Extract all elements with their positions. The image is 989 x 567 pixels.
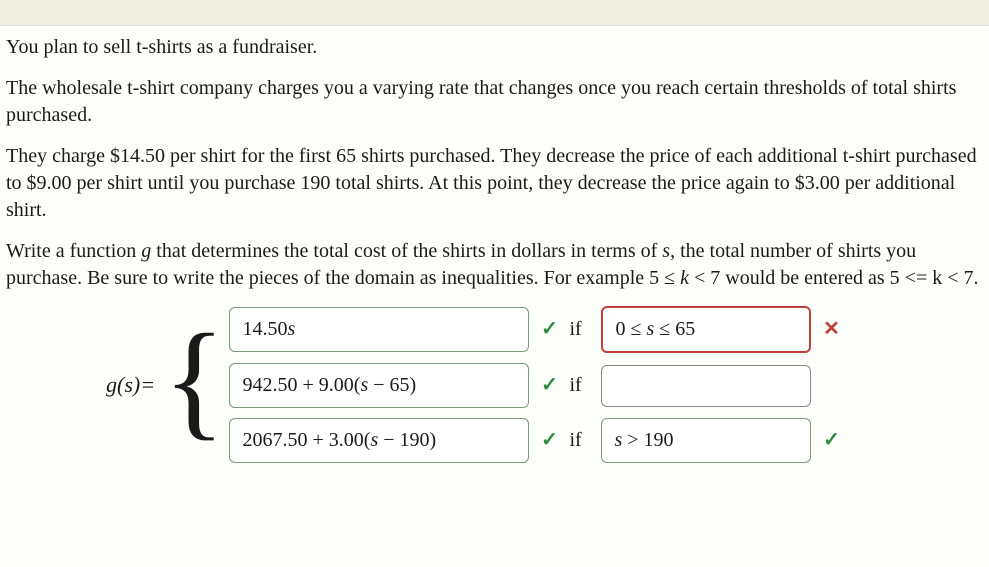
piece-row: 2067.50 + 3.00(s − 190) ✓ if s > 190 ✓	[229, 418, 841, 463]
p4-var-g: g	[141, 240, 151, 262]
paragraph-1: You plan to sell t-shirts as a fundraise…	[6, 34, 983, 61]
if-label: if	[569, 316, 591, 343]
piece-row: 942.50 + 9.00(s − 65) ✓ if	[229, 363, 841, 408]
cond-text: 0 ≤ s ≤ 65	[615, 316, 695, 343]
paragraph-4: Write a function g that determines the t…	[6, 238, 983, 292]
check-icon: ✓	[539, 372, 559, 399]
expr-text: 942.50 + 9.00(s − 65)	[242, 372, 416, 399]
expr-input[interactable]: 942.50 + 9.00(s − 65)	[229, 363, 529, 408]
pieces-container: 14.50s ✓ if 0 ≤ s ≤ 65 ✕ 942.50 + 9.00(s…	[229, 306, 841, 463]
problem-content: You plan to sell t-shirts as a fundraise…	[0, 26, 989, 463]
lhs-g: g	[106, 370, 117, 400]
if-label: if	[569, 427, 591, 454]
lhs-s: s	[124, 370, 133, 400]
cond-input[interactable]: s > 190	[601, 418, 811, 463]
check-icon: ✓	[821, 427, 841, 454]
piece-row: 14.50s ✓ if 0 ≤ s ≤ 65 ✕	[229, 306, 841, 353]
paragraph-3: They charge $14.50 per shirt for the fir…	[6, 143, 983, 224]
cond-text: s > 190	[614, 427, 673, 454]
cond-input[interactable]: 0 ≤ s ≤ 65	[601, 306, 811, 353]
p4-var-k: k	[680, 267, 689, 289]
expr-text: 2067.50 + 3.00(s − 190)	[242, 427, 436, 454]
expr-text: 14.50s	[242, 316, 295, 343]
cond-input[interactable]	[601, 365, 811, 407]
function-definition: g(s) = { 14.50s ✓ if 0 ≤ s ≤ 65 ✕ 942.50…	[6, 306, 983, 463]
brace-icon: {	[163, 322, 225, 439]
if-label: if	[569, 372, 591, 399]
lhs-close: )	[133, 370, 140, 400]
function-lhs: g(s) =	[106, 370, 155, 400]
cross-icon: ✕	[821, 316, 841, 343]
lhs-eq: =	[140, 370, 155, 400]
p4-var-s: s	[662, 240, 670, 262]
expr-input[interactable]: 2067.50 + 3.00(s − 190)	[229, 418, 529, 463]
check-icon: ✓	[539, 427, 559, 454]
top-bar	[0, 0, 989, 26]
p4-text-a: Write a function	[6, 240, 141, 262]
paragraph-2: The wholesale t-shirt company charges yo…	[6, 75, 983, 129]
lhs-open: (	[117, 370, 124, 400]
p4-text-b: that determines the total cost of the sh…	[151, 240, 662, 262]
check-icon: ✓	[539, 316, 559, 343]
expr-input[interactable]: 14.50s	[229, 307, 529, 352]
p4-text-d: < 7 would be entered as 5 <= k < 7.	[689, 267, 979, 289]
